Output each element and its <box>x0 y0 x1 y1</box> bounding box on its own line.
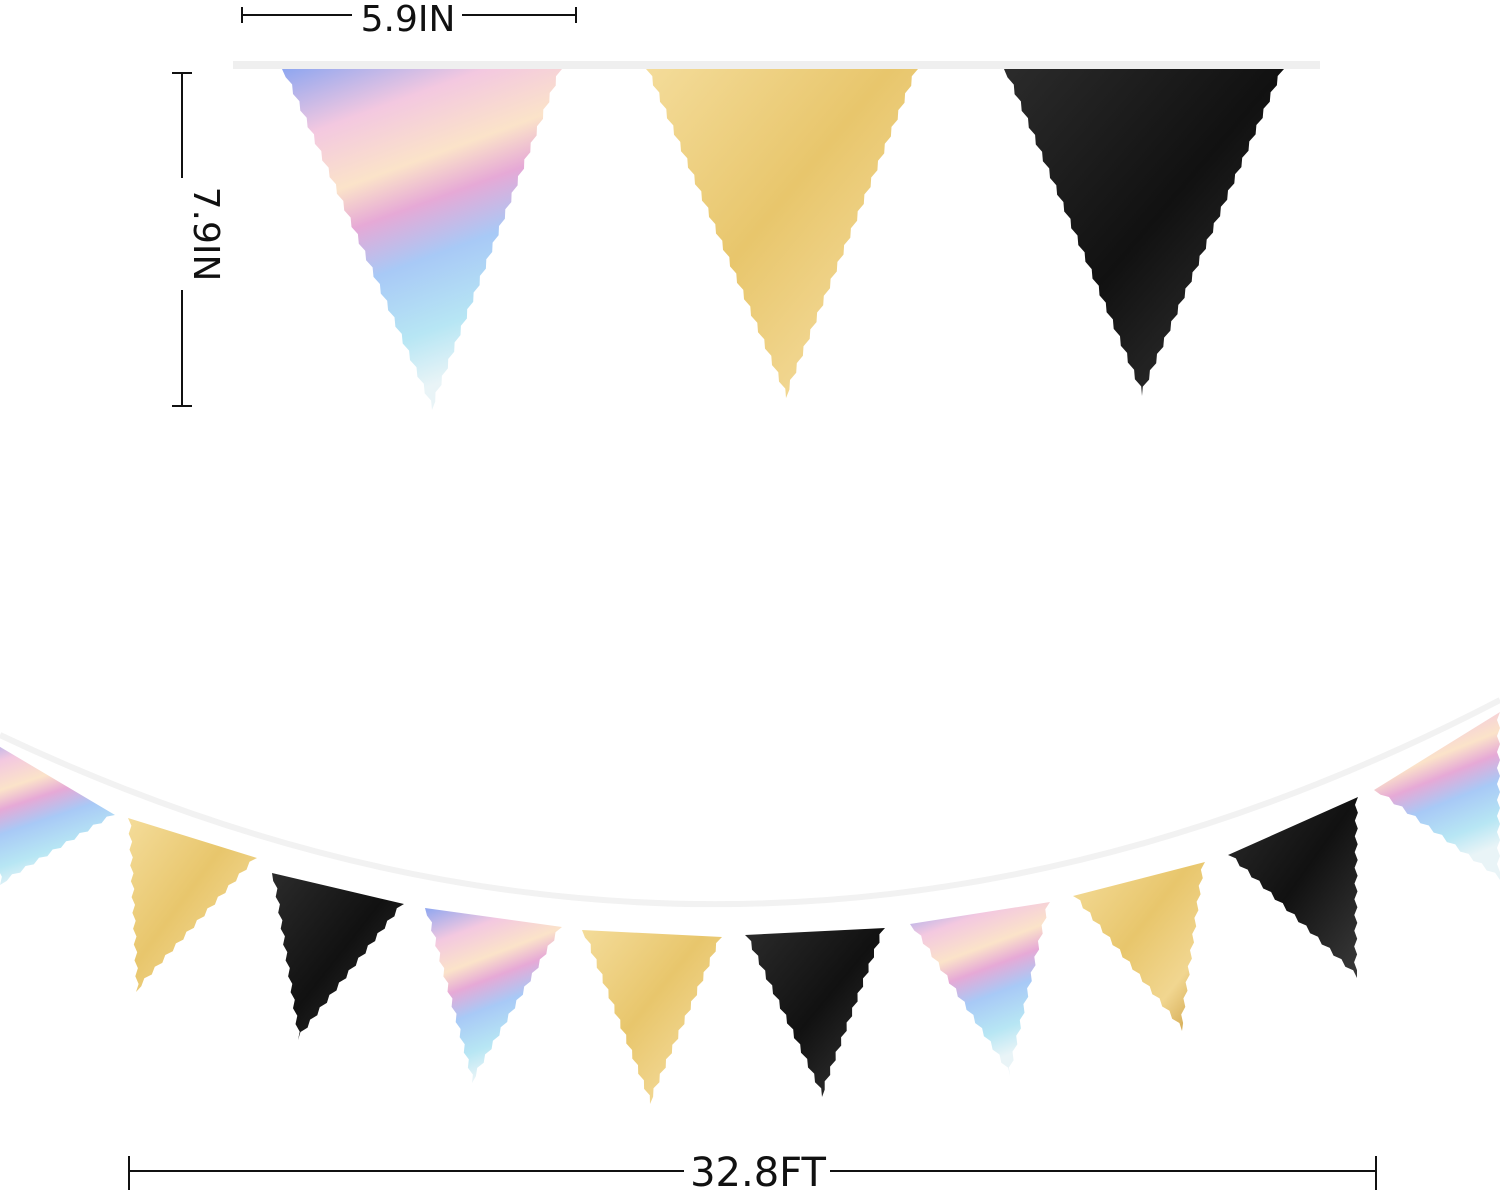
garland-flag-black <box>1228 797 1358 978</box>
width-label: 5.9IN <box>361 0 456 40</box>
garland-flag-iridescent <box>1374 712 1500 880</box>
top-flags-group <box>282 69 1284 410</box>
garland-flag-gold <box>128 818 257 992</box>
garland-flag-iridescent <box>0 746 115 885</box>
top-string <box>233 61 1320 69</box>
garland-flag-iridescent <box>910 902 1050 1076</box>
garland-flag-gold <box>1073 862 1205 1031</box>
garland-flag-black <box>272 873 404 1040</box>
top-flag-iridescent <box>282 69 562 410</box>
height-dimension: 7.9IN <box>172 72 226 407</box>
top-flag-gold <box>646 69 918 398</box>
garland-flags-group <box>0 712 1500 1104</box>
top-flag-black <box>1004 69 1284 396</box>
length-label: 32.8FT <box>690 1150 826 1196</box>
length-dimension: 32.8FT <box>128 1150 1377 1196</box>
garland-flag-black <box>745 928 885 1097</box>
garland-string <box>0 697 1500 908</box>
width-dimension: 5.9IN <box>241 0 577 40</box>
height-label: 7.9IN <box>185 187 226 282</box>
garland-flag-gold <box>582 930 722 1104</box>
garland-flag-iridescent <box>425 908 562 1083</box>
